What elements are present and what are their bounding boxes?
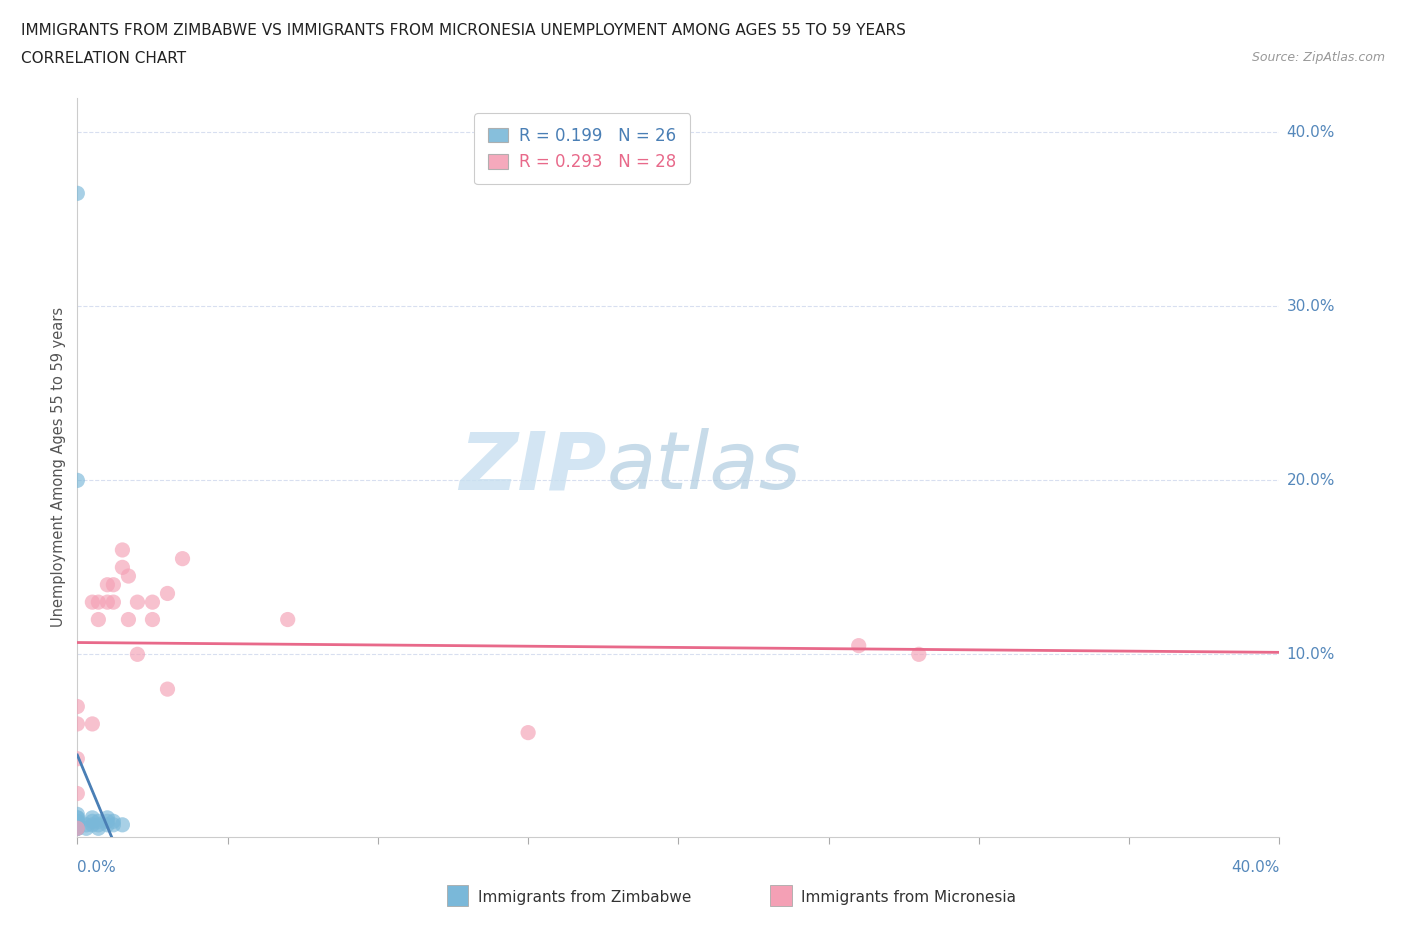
Text: ZIP: ZIP — [458, 429, 606, 506]
Point — [117, 612, 139, 627]
Point — [96, 814, 118, 829]
Point — [82, 817, 104, 832]
Point — [82, 814, 104, 829]
Point — [277, 612, 299, 627]
Text: atlas: atlas — [606, 429, 801, 506]
Bar — [770, 885, 792, 906]
Point — [103, 814, 125, 829]
Point — [908, 647, 931, 662]
Point — [96, 594, 118, 609]
Point — [66, 814, 89, 829]
Point — [66, 473, 89, 488]
Legend: R = 0.199   N = 26, R = 0.293   N = 28: R = 0.199 N = 26, R = 0.293 N = 28 — [474, 113, 690, 184]
Text: 40.0%: 40.0% — [1286, 125, 1334, 140]
Point — [127, 594, 149, 609]
Text: 20.0%: 20.0% — [1286, 472, 1334, 488]
Point — [66, 817, 89, 832]
Point — [172, 551, 194, 566]
Point — [87, 594, 110, 609]
Text: 30.0%: 30.0% — [1286, 299, 1334, 314]
Point — [127, 647, 149, 662]
Text: Source: ZipAtlas.com: Source: ZipAtlas.com — [1251, 51, 1385, 64]
Point — [848, 638, 870, 653]
Point — [66, 814, 89, 829]
Point — [66, 786, 89, 801]
Point — [66, 807, 89, 822]
Point — [66, 810, 89, 825]
Point — [66, 186, 89, 201]
Text: Immigrants from Zimbabwe: Immigrants from Zimbabwe — [478, 890, 692, 905]
Point — [96, 578, 118, 592]
Text: IMMIGRANTS FROM ZIMBABWE VS IMMIGRANTS FROM MICRONESIA UNEMPLOYMENT AMONG AGES 5: IMMIGRANTS FROM ZIMBABWE VS IMMIGRANTS F… — [21, 23, 905, 38]
Point — [66, 821, 89, 836]
Point — [87, 612, 110, 627]
Point — [82, 810, 104, 825]
Point — [82, 594, 104, 609]
Point — [66, 821, 89, 836]
Point — [96, 810, 118, 825]
Point — [87, 821, 110, 836]
Point — [103, 578, 125, 592]
Point — [117, 568, 139, 583]
Point — [156, 586, 179, 601]
Point — [75, 821, 97, 836]
Point — [111, 560, 134, 575]
Point — [66, 821, 89, 836]
Point — [111, 542, 134, 557]
Point — [87, 817, 110, 832]
Point — [156, 682, 179, 697]
Point — [103, 817, 125, 832]
Text: CORRELATION CHART: CORRELATION CHART — [21, 51, 186, 66]
Point — [66, 716, 89, 731]
Point — [103, 594, 125, 609]
Point — [66, 699, 89, 714]
Point — [141, 612, 163, 627]
Point — [75, 817, 97, 832]
Text: 40.0%: 40.0% — [1232, 860, 1279, 875]
Text: 0.0%: 0.0% — [77, 860, 117, 875]
Point — [87, 814, 110, 829]
Point — [66, 821, 89, 836]
Point — [517, 725, 540, 740]
Point — [111, 817, 134, 832]
Point — [66, 810, 89, 825]
Point — [66, 817, 89, 832]
Point — [96, 817, 118, 832]
Point — [66, 751, 89, 766]
Bar — [447, 885, 468, 906]
Text: 10.0%: 10.0% — [1286, 647, 1334, 662]
Text: Immigrants from Micronesia: Immigrants from Micronesia — [801, 890, 1017, 905]
Point — [141, 594, 163, 609]
Point — [82, 716, 104, 731]
Y-axis label: Unemployment Among Ages 55 to 59 years: Unemployment Among Ages 55 to 59 years — [51, 307, 66, 628]
